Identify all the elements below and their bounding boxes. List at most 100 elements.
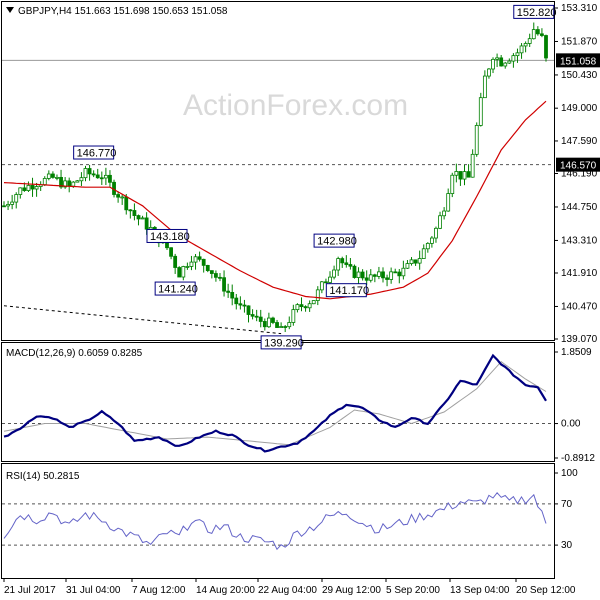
current-price-tag [556,53,600,68]
macd-title: MACD(12,26,9) 0.6059 0.8285 [6,348,143,359]
candle-body [454,171,459,176]
candle-body [132,210,137,216]
price-layer: 153.310 151.870 150.430 149.000 147.590 146.1… [2,3,600,350]
candle-body [356,271,361,278]
candle-body [169,247,173,257]
candle-body [222,277,226,292]
macd-signal-line [3,361,547,446]
candle-body [544,35,548,59]
x-tick-label: 5 Sep 20:00 [386,585,440,596]
candle-body [262,321,267,328]
candle-body [218,276,222,279]
candle-body [474,125,479,155]
price-label-box [313,233,355,248]
candle-body [120,196,125,199]
macd-line [3,353,547,453]
price-label-box [260,335,302,350]
candle-body [22,187,27,191]
candle-body [83,168,88,179]
candle-body [230,292,235,299]
candle-body [319,281,324,291]
macd-y-tick-label: 1.8509 [561,347,592,358]
candle-body [389,271,394,280]
price-label-box [154,281,196,296]
rsi-title: RSI(14) 50.2815 [6,471,80,482]
candle-body [2,205,6,208]
x-tick-label: 21 Jul 2017 [4,585,56,596]
y-tick-label: 144.750 [561,202,598,213]
candle-body [75,180,80,183]
candle-body [201,258,206,266]
candle-body [307,303,312,309]
trendline [3,305,282,335]
candle-body [344,262,349,265]
y-tick-label: 140.470 [561,301,598,312]
moving-average-line [3,100,547,300]
candle-body [348,264,353,267]
rsi-y-tick-label: 100 [561,468,578,479]
candle-body [340,258,345,264]
candle-body [258,316,263,322]
rsi-y-tick-label: 30 [561,540,573,551]
watermark: ActionForex.com [183,89,408,122]
candle-body [499,57,504,67]
price-label: 152.820 [517,7,557,19]
candle-body [434,227,438,239]
candle-body [336,258,341,271]
candle-body [397,271,402,277]
candle-body [197,256,202,260]
rsi-layer: 100 70 30 [2,468,578,551]
candle-body [234,297,239,305]
candle-body [540,33,544,36]
x-axis: 21 Jul 2017 31 Jul 04:00 7 Aug 12:00 14 Aug… [3,578,576,596]
level-tag [556,157,600,172]
candle-body [271,317,275,323]
candle-body [535,29,540,35]
candle-body [385,277,389,280]
price-label: 139.290 [264,337,304,349]
candle-body [71,181,76,187]
candle-body [209,270,214,274]
candle-body [26,185,31,191]
candle-body [360,271,365,279]
candle-body [523,43,528,47]
x-tick-label: 7 Aug 12:00 [132,585,186,596]
candle-body [18,187,23,195]
candle-body [450,174,455,194]
rsi-y-tick-label: 70 [561,499,573,510]
current-price-label: 151.058 [560,56,597,67]
price-label-box [73,145,115,160]
y-tick-label: 153.310 [561,3,598,14]
candle-body [515,52,520,57]
y-tick-label: 146.190 [561,169,598,180]
candle-body [328,276,332,283]
candle-body [140,217,145,220]
price-label-box [513,4,555,19]
candle-body [287,322,292,328]
x-tick-label: 31 Jul 04:00 [66,585,121,596]
candle-body [266,317,271,328]
candle-body [531,29,536,40]
candle-body [507,60,512,64]
candle-body [79,177,84,182]
candle-body [315,289,320,301]
candle-body [10,201,15,205]
candle-body [279,326,284,328]
candle-body [311,300,316,305]
candle-body [128,209,133,212]
candle-body [91,173,96,176]
y-tick-label: 147.590 [561,136,598,147]
price-label: 142.980 [317,236,357,248]
candle-body [63,180,68,188]
x-tick-label: 29 Aug 12:00 [322,585,381,596]
candle-body [275,322,279,328]
candle-body [181,266,186,278]
rsi-line [3,492,547,551]
candle-body [438,215,442,229]
x-tick-label: 14 Aug 20:00 [196,585,255,596]
candle-body [324,281,328,284]
candle-body [332,269,336,278]
candle-body [14,194,19,203]
candle-body [246,305,251,315]
candle-body [30,185,35,190]
